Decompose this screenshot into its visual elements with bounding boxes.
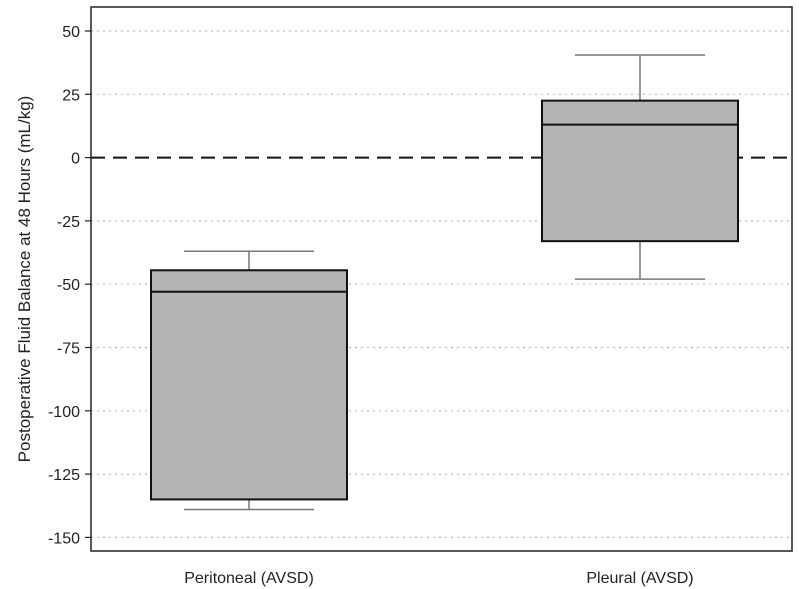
y-tick-label: -125 — [48, 467, 80, 484]
y-tick-label: -150 — [48, 530, 80, 547]
y-axis-title: Postoperative Fluid Balance at 48 Hours … — [15, 96, 34, 463]
x-axis-category-labels: Peritoneal (AVSD) Pleural (AVSD) — [184, 570, 693, 587]
y-tick-label: 0 — [71, 151, 80, 168]
y-axis-ticks: 50 25 0 -25 -50 -75 -100 -125 -150 — [48, 24, 91, 547]
x-category-label: Pleural (AVSD) — [586, 570, 693, 587]
y-tick-label: -75 — [57, 341, 80, 358]
box-plots — [150, 54, 739, 511]
iqr-box — [541, 99, 739, 243]
y-tick-label: -25 — [57, 214, 80, 231]
y-tick-label: -100 — [48, 404, 80, 421]
box-peritoneal — [150, 250, 348, 511]
box-pleural — [541, 54, 739, 280]
y-tick-label: -50 — [57, 277, 80, 294]
plot-area-frame — [90, 6, 793, 552]
x-category-label: Peritoneal (AVSD) — [184, 570, 314, 587]
iqr-box — [150, 269, 348, 501]
y-tick-label: 50 — [62, 24, 80, 41]
y-tick-label: 25 — [62, 87, 80, 104]
